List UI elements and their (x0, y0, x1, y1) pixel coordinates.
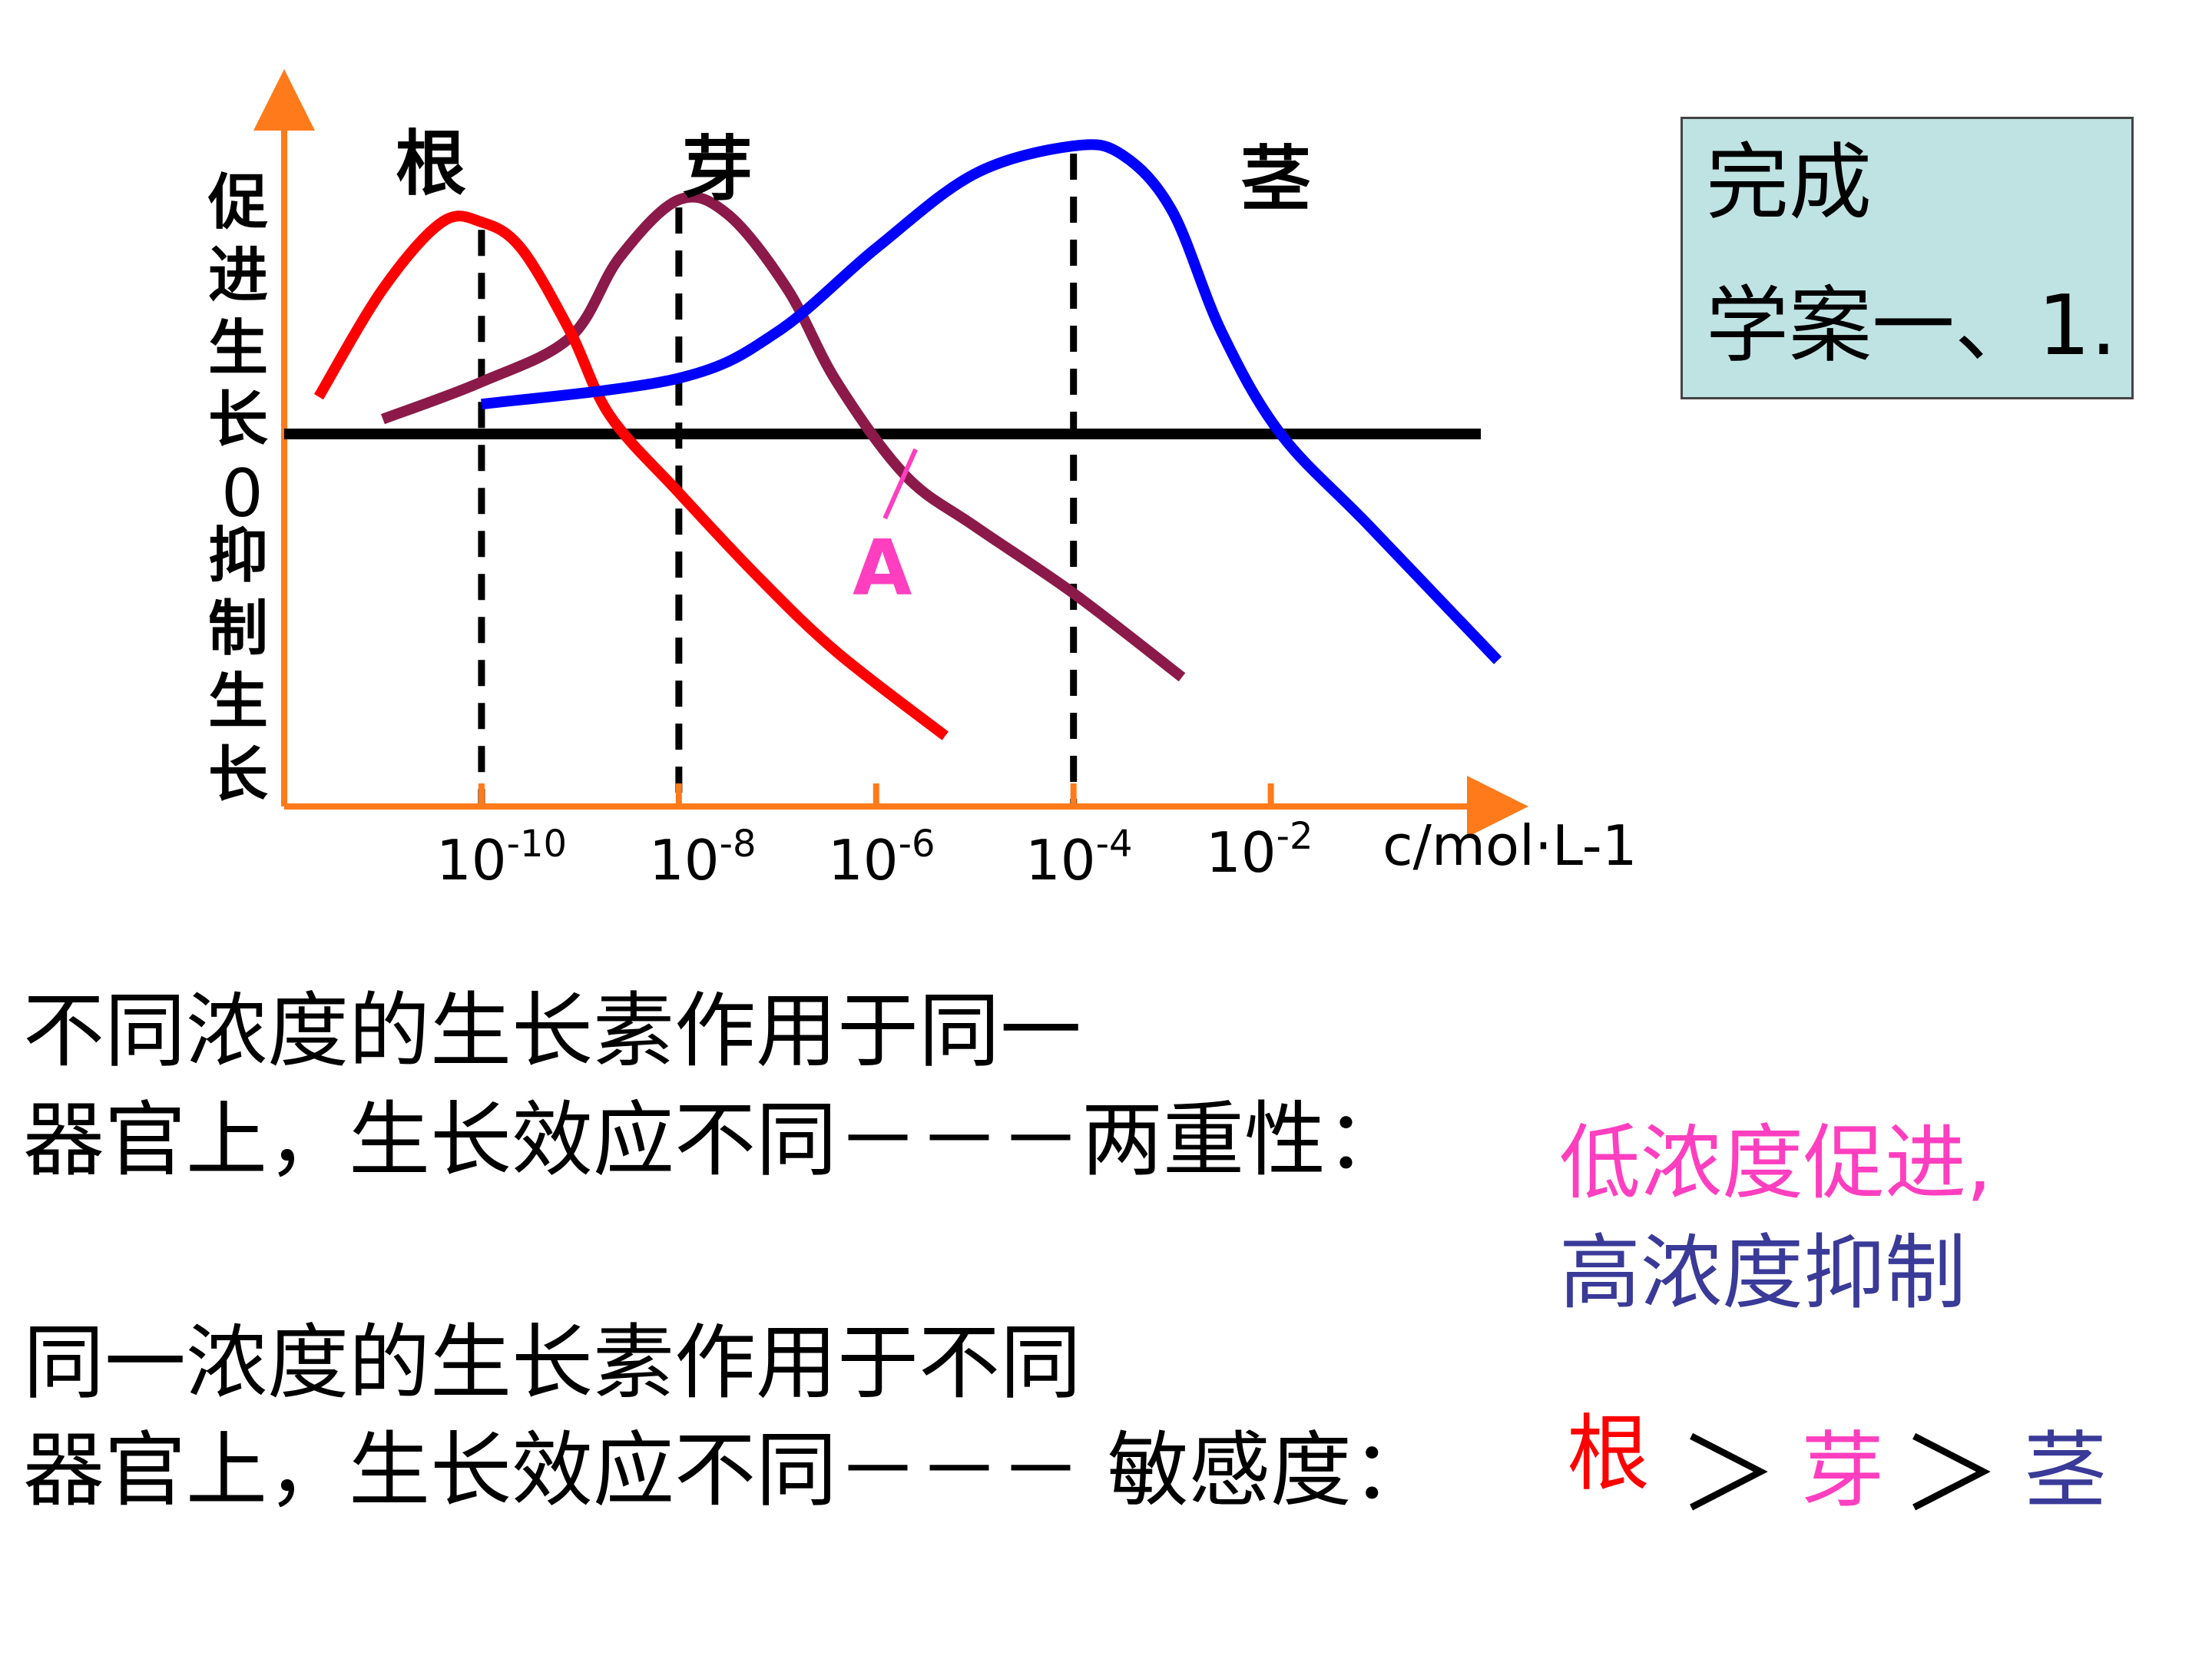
note-line-2: 学案一、1. (1706, 278, 2118, 374)
series-layer (313, 139, 1502, 740)
ylabel-top-char-1: 促 (207, 168, 268, 237)
ylabel-bottom-char-2: 制 (207, 594, 268, 664)
curve-label-stem: 茎 (1240, 138, 1312, 220)
sensitivity-stem: 茎 (2024, 1423, 2108, 1519)
series-line-3 (481, 139, 1502, 664)
greater-than-2: ＞ (1901, 1416, 2002, 1533)
paragraph-1-line-2: 器官上，生长效应不同－－－两重性： (23, 1093, 1407, 1187)
sensitivity-bud: 芽 (1801, 1423, 1885, 1519)
ylabel-bottom-char-3: 生 (207, 667, 268, 737)
x-tick-label-1: 10-10 (436, 823, 568, 892)
curve-label-bud: 芽 (682, 128, 753, 210)
curve-label-root: 根 (396, 123, 467, 205)
paragraph-2-line-1: 同一浓度的生长素作用于不同 (23, 1316, 1081, 1410)
ylabel-top-char-4: 长 (207, 386, 268, 455)
x-axis-unit: c/mol·L-1 (1382, 813, 1637, 878)
duality-high-concentration: 高浓度抑制 (1559, 1226, 1966, 1320)
point-a-pointer (882, 448, 918, 520)
ylabel-top-char-3: 生 (207, 314, 268, 383)
note-box: 完成 学案一、1. (1681, 117, 2134, 399)
sensitivity-root: 根 (1567, 1406, 1651, 1502)
x-tick-label-2: 10-8 (649, 823, 757, 892)
note-line-1: 完成 (1706, 135, 1873, 231)
point-a-label: A (853, 523, 912, 613)
paragraph-2-line-2: 器官上，生长效应不同－－－ 敏感度： (23, 1423, 1433, 1518)
series-line-1 (313, 210, 949, 740)
reference-lines (478, 154, 1078, 806)
series-line-2 (380, 191, 1186, 682)
ylabel-zero: 0 (221, 455, 263, 532)
x-axis-ticks (478, 783, 1274, 806)
x-tick-label-4: 10-4 (1025, 823, 1133, 892)
ylabel-top-char-2: 进 (207, 241, 268, 310)
x-tick-label-5: 10-2 (1206, 815, 1313, 885)
greater-than-1: ＞ (1678, 1416, 1779, 1533)
ylabel-bottom-char-4: 长 (207, 740, 268, 810)
x-tick-label-3: 10-6 (828, 823, 935, 892)
paragraph-1-line-1: 不同浓度的生长素作用于同一 (23, 984, 1081, 1078)
duality-low-concentration: 低浓度促进, (1559, 1116, 1992, 1210)
ylabel-bottom-char-1: 抑 (207, 522, 268, 591)
